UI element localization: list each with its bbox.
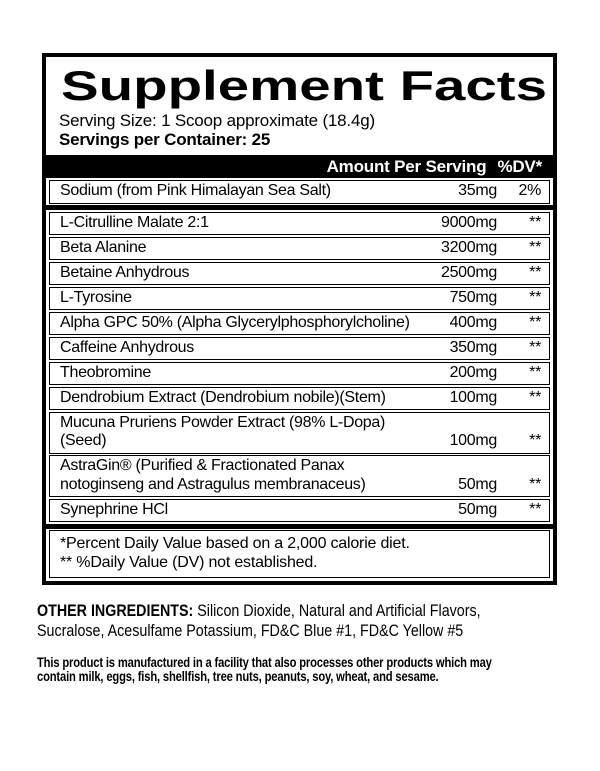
ingredient-dv: ** <box>529 432 541 449</box>
ingredient-dv: ** <box>529 238 541 256</box>
allergen-notice-line-2: contain milk, eggs, fish, shellfish, tre… <box>37 668 439 684</box>
ingredient-amount: 50mg <box>458 475 497 493</box>
ingredient-amount: 3200mg <box>440 238 497 256</box>
ingredient-row: L-Tyrosine 750mg ** <box>49 286 550 310</box>
ingredient-row: Caffeine Anhydrous 350mg ** <box>49 336 550 360</box>
footnote-dv-not-established: ** %Daily Value (DV) not established. <box>60 554 318 571</box>
supplement-facts-title: Supplement Facts <box>61 63 547 109</box>
ingredient-dv: ** <box>529 263 541 281</box>
ingredient-row: Beta Alanine 3200mg ** <box>49 236 550 260</box>
ingredient-amount: 100mg <box>449 432 498 449</box>
allergen-notice-section: This product is manufactured in a facili… <box>37 655 600 683</box>
ingredient-name: Theobromine <box>60 363 151 381</box>
thick-divider <box>46 523 553 529</box>
other-ingredients-line-2: Sucralose, Acesulfame Potassium, FD&C Bl… <box>37 620 464 640</box>
ingredient-name: Mucuna Pruriens Powder Extract (98% L-Do… <box>60 413 386 450</box>
ingredient-amount: 750mg <box>449 288 498 306</box>
ingredient-name: Beta Alanine <box>60 238 147 256</box>
ingredient-row: Synephrine HCl 50mg ** <box>49 498 550 522</box>
other-ingredients-text: Silicon Dioxide, Natural and Artificial … <box>193 601 481 620</box>
dv-column-label: %DV* <box>497 156 542 176</box>
servings-per-container-text: Servings per Container: 25 <box>59 130 271 149</box>
ingredient-row: Mucuna Pruriens Powder Extract (98% L-Do… <box>49 411 550 454</box>
ingredient-amount: 200mg <box>449 363 498 381</box>
other-ingredients-line-1: OTHER INGREDIENTS: Silicon Dioxide, Natu… <box>37 601 510 621</box>
ingredient-amount: 2500mg <box>440 263 497 281</box>
thick-divider <box>46 205 553 210</box>
ingredient-name: Caffeine Anhydrous <box>60 338 194 356</box>
ingredient-row: Betaine Anhydrous 2500mg ** <box>49 261 550 285</box>
ingredient-amount: 35mg <box>458 182 497 199</box>
ingredient-row: Theobromine 200mg ** <box>49 361 550 385</box>
ingredient-dv: ** <box>529 213 541 231</box>
footnote-daily-value: *Percent Daily Value based on a 2,000 ca… <box>60 535 410 552</box>
ingredient-name: AstraGin® (Purified & Fractionated Panax… <box>60 457 366 493</box>
amount-per-serving-label: Amount Per Serving <box>326 156 487 176</box>
sodium-row: Sodium (from Pink Himalayan Sea Salt) 35… <box>49 180 550 204</box>
ingredient-name: L-Tyrosine <box>60 288 132 306</box>
ingredient-name: L-Citrulline Malate 2:1 <box>60 213 209 231</box>
ingredient-dv: ** <box>529 288 541 306</box>
ingredient-dv: ** <box>529 338 541 356</box>
ingredient-name: Dendrobium Extract (Dendrobium nobile)(S… <box>60 388 386 406</box>
ingredient-dv: ** <box>529 388 541 406</box>
ingredient-dv: ** <box>529 500 541 518</box>
footnote-box: *Percent Daily Value based on a 2,000 ca… <box>49 530 550 578</box>
ingredient-row: Dendrobium Extract (Dendrobium nobile)(S… <box>49 386 550 410</box>
ingredient-row: Alpha GPC 50% (Alpha Glycerylphosphorylc… <box>49 311 550 335</box>
title-text: Supplement Facts <box>61 63 547 109</box>
ingredient-dv: ** <box>529 475 541 493</box>
ingredient-amount: 50mg <box>458 500 497 518</box>
ingredient-row: AstraGin® (Purified & Fractionated Panax… <box>49 455 550 497</box>
ingredient-name: Synephrine HCl <box>60 500 168 518</box>
ingredient-amount: 100mg <box>449 388 498 406</box>
supplement-facts-panel: Supplement Facts Serving Size: 1 Scoop a… <box>42 53 557 585</box>
ingredient-amount: 350mg <box>449 338 498 356</box>
ingredient-row: L-Citrulline Malate 2:1 9000mg ** <box>49 211 550 235</box>
serving-size-text: Serving Size: 1 Scoop approximate (18.4g… <box>59 111 375 130</box>
allergen-notice-line-1: This product is manufactured in a facili… <box>37 654 492 670</box>
other-ingredients-label: OTHER INGREDIENTS: <box>37 601 194 620</box>
ingredient-amount: 9000mg <box>440 213 497 231</box>
amount-per-serving-bar: Amount Per Serving %DV* <box>46 155 553 178</box>
ingredient-name: Alpha GPC 50% (Alpha Glycerylphosphorylc… <box>60 313 410 331</box>
panel-header-section: Supplement Facts Serving Size: 1 Scoop a… <box>49 60 550 155</box>
ingredient-dv: 2% <box>518 182 541 199</box>
ingredient-dv: ** <box>529 313 541 331</box>
ingredient-name: Sodium (from Pink Himalayan Sea Salt) <box>60 182 331 199</box>
ingredient-name: Betaine Anhydrous <box>60 263 190 281</box>
other-ingredients-section: OTHER INGREDIENTS: Silicon Dioxide, Natu… <box>37 601 600 640</box>
ingredient-amount: 400mg <box>449 313 498 331</box>
ingredient-dv: ** <box>529 363 541 381</box>
